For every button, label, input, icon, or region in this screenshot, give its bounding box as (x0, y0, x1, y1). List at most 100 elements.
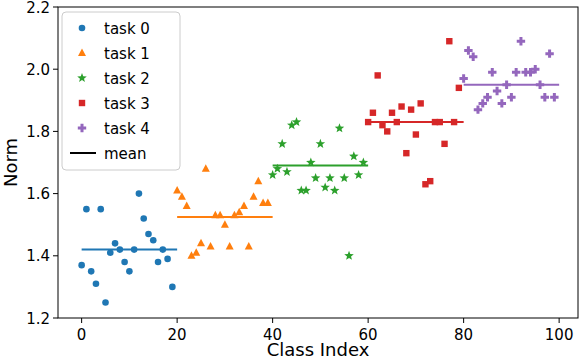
point (344, 251, 354, 260)
x-tick-label: 20 (168, 326, 187, 344)
legend-marker (79, 25, 86, 32)
point (155, 259, 162, 266)
point (325, 173, 335, 182)
y-tick (53, 255, 58, 256)
legend-label: task 4 (104, 120, 150, 138)
y-tick-label: 2.0 (26, 61, 50, 79)
legend-marker (78, 124, 86, 132)
frame (58, 7, 578, 318)
point (316, 139, 326, 148)
point (126, 268, 133, 275)
mean-line (177, 216, 273, 218)
point (354, 170, 364, 179)
legend-line (70, 152, 96, 154)
legend-marker (79, 100, 85, 106)
point (483, 93, 491, 101)
point (320, 182, 330, 191)
legend-marker (77, 73, 87, 82)
x-tick (463, 318, 464, 323)
y-tick-label: 1.6 (26, 185, 50, 203)
point (456, 85, 462, 91)
x-axis-label: Class Index (267, 339, 370, 360)
x-tick-label: 100 (545, 326, 574, 344)
legend: task 0 task 1 task 2 task 3 task 4 mean (62, 12, 180, 170)
point (221, 220, 229, 228)
point (83, 206, 90, 213)
point (370, 110, 376, 116)
y-tick (53, 131, 58, 132)
y-tick (53, 7, 58, 8)
point (93, 280, 100, 287)
y-tick (53, 69, 58, 70)
point (226, 242, 234, 250)
point (250, 192, 258, 200)
point (398, 103, 404, 109)
point (136, 190, 143, 197)
point (183, 202, 191, 210)
x-tick (177, 318, 178, 323)
mean-line (464, 84, 560, 86)
mean-line (368, 121, 464, 123)
point (78, 262, 85, 269)
point (197, 239, 205, 247)
point (169, 284, 176, 291)
legend-label: task 0 (104, 20, 150, 38)
point (140, 215, 147, 222)
point (403, 150, 409, 156)
legend-box (62, 12, 180, 170)
legend-label: task 2 (104, 70, 150, 88)
y-tick-label: 2.2 (26, 0, 50, 17)
legend-label: task 3 (104, 95, 150, 113)
legend-marker (78, 49, 86, 57)
point (413, 131, 419, 137)
point (145, 231, 152, 238)
point (464, 46, 472, 54)
point (121, 259, 128, 266)
point (97, 206, 104, 213)
point (88, 268, 95, 275)
point (301, 185, 311, 194)
point (498, 99, 506, 107)
point (207, 242, 215, 250)
point (330, 185, 340, 194)
y-tick-label: 1.4 (26, 247, 50, 265)
x-tick (81, 318, 82, 323)
point (417, 100, 423, 106)
point (408, 106, 414, 112)
point (277, 139, 287, 148)
point (245, 242, 253, 250)
point (512, 68, 520, 76)
x-tick-label: 80 (454, 326, 473, 344)
point (150, 237, 157, 244)
point (292, 117, 302, 126)
chart: 0204060801001.21.41.61.82.02.2Class Inde… (0, 0, 580, 362)
legend-label: task 1 (104, 45, 150, 63)
point (192, 248, 200, 256)
point (541, 93, 549, 101)
point (374, 72, 380, 78)
x-tick-label: 0 (77, 326, 87, 344)
point (282, 167, 292, 176)
point (335, 123, 345, 132)
y-tick-label: 1.8 (26, 123, 50, 141)
point (112, 240, 119, 247)
y-tick-label: 1.2 (26, 310, 50, 328)
mean-line (273, 165, 369, 167)
point (102, 299, 109, 306)
point (545, 49, 553, 57)
y-tick (53, 318, 58, 319)
x-tick (272, 318, 273, 323)
legend-label: mean (104, 145, 147, 163)
point (469, 53, 477, 61)
point (178, 192, 186, 200)
point (340, 173, 350, 182)
point (441, 141, 447, 147)
y-tick (53, 193, 58, 194)
point (507, 93, 515, 101)
point (311, 173, 321, 182)
point (264, 198, 272, 206)
point (479, 99, 487, 107)
point (349, 151, 359, 160)
point (493, 87, 501, 95)
point (173, 186, 181, 194)
